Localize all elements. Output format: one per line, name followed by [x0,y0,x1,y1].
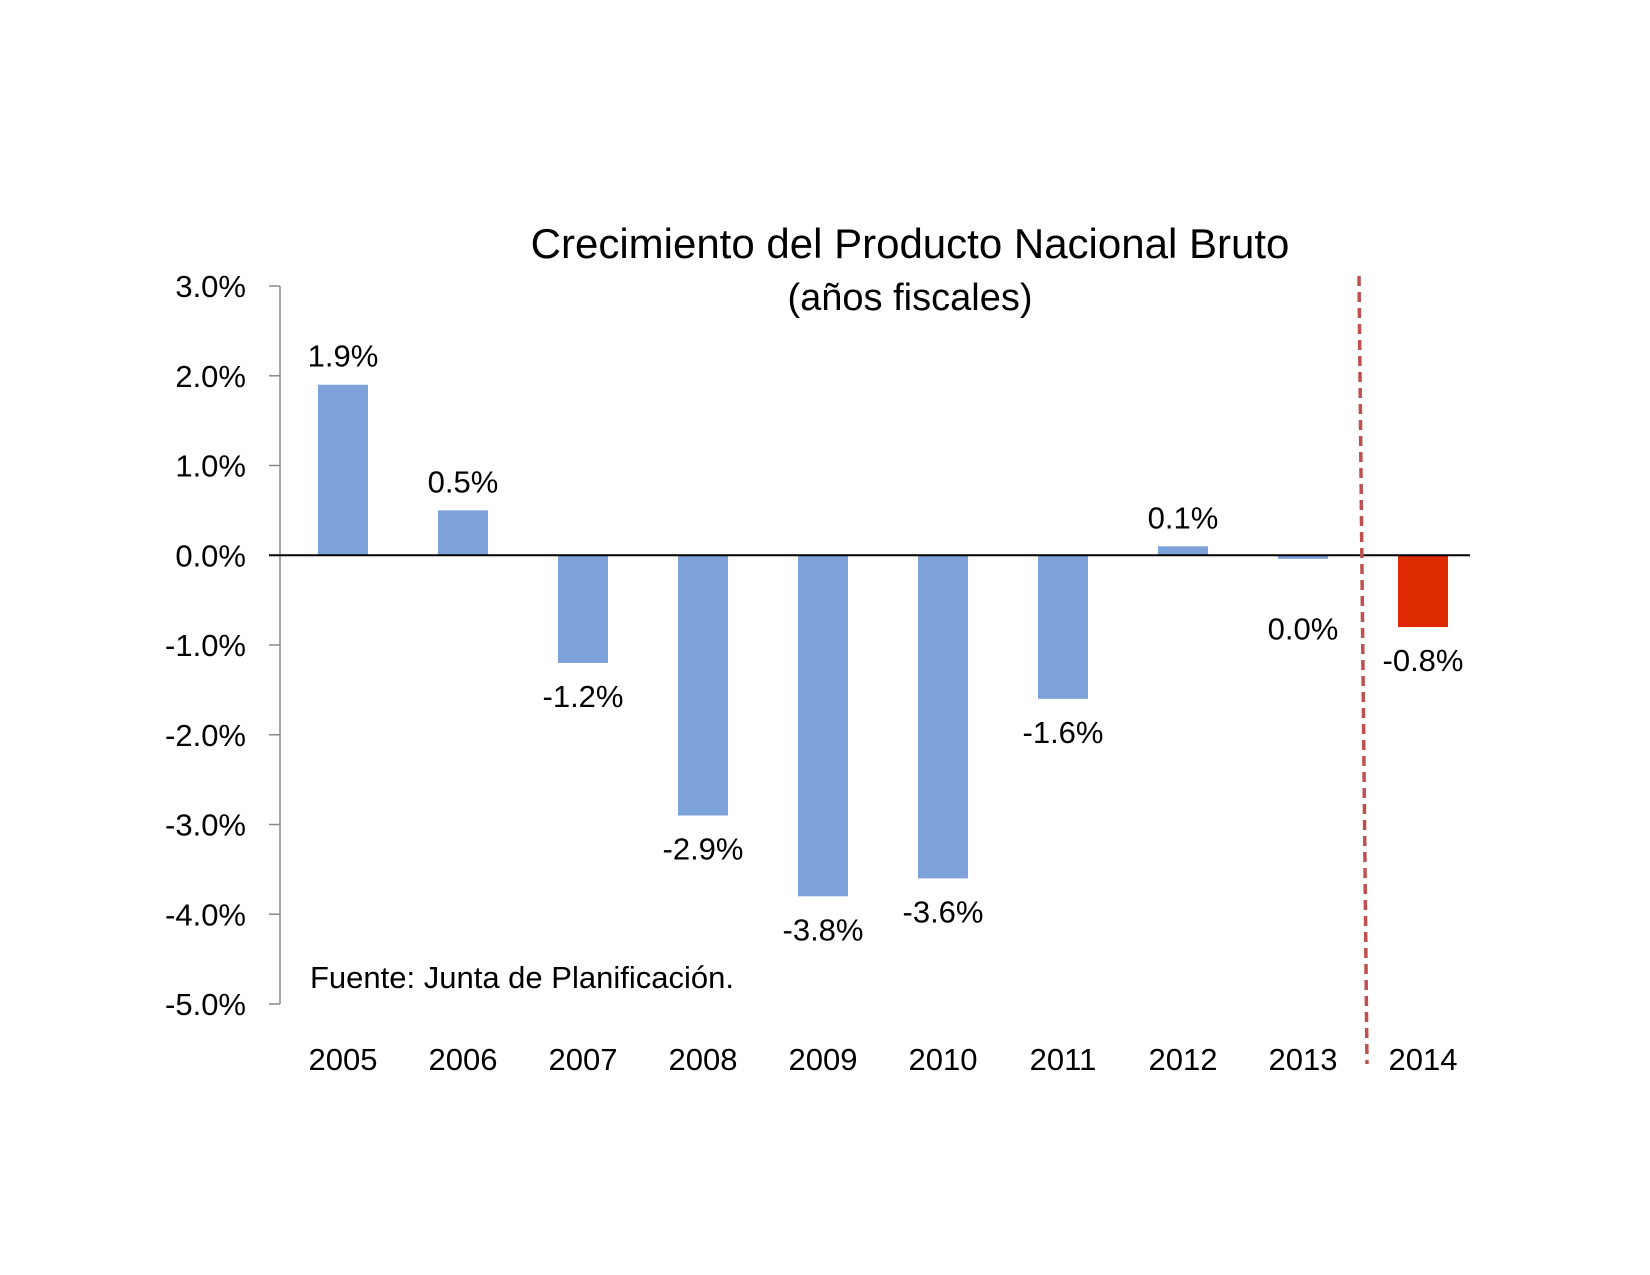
bar-2005 [318,384,368,556]
y-tick-label: 1.0% [175,449,246,484]
x-tick-label: 2005 [309,1042,378,1077]
x-tick-label: 2013 [1269,1042,1338,1077]
y-tick-label: -4.0% [165,897,246,932]
x-tick-label: 2007 [549,1042,618,1077]
data-labels: 1.9% 0.5% -1.2% -2.9% -3.8% -3.6% -1.6% 0.1% 0.0… [308,339,1464,948]
source-note: Fuente: Junta de Planificación. [310,960,734,995]
data-label-2008: -2.9% [663,832,744,867]
bar-2011 [1038,555,1088,699]
data-label-2012: 0.1% [1148,500,1219,535]
y-tick-label: 0.0% [175,538,246,573]
x-tick-label: 2009 [789,1042,858,1077]
forecast-divider-line [1357,275,1369,1065]
data-label-2007: -1.2% [543,679,624,714]
y-tick-label: 2.0% [175,359,246,394]
bar-2006 [438,510,488,556]
x-tick-label: 2008 [669,1042,738,1077]
bar-2009 [798,555,848,897]
chart-subtitle: (años fiscales) [788,277,1033,319]
bar-2010 [918,555,968,879]
data-label-2011: -1.6% [1023,715,1104,750]
y-tick-label: -3.0% [165,808,246,843]
chart-title: Crecimiento del Producto Nacional Bruto [531,220,1290,267]
bar-2012 [1158,546,1208,556]
x-axis-labels: 2005 2006 2007 2008 2009 2010 2011 2012 2013 2014 [309,1042,1458,1077]
bar-2008 [678,555,728,816]
y-tick-label: 3.0% [175,269,246,304]
data-label-2009: -3.8% [783,912,864,947]
data-label-2006: 0.5% [428,464,499,499]
y-tick-label: -1.0% [165,628,246,663]
data-label-2010: -3.6% [903,894,984,929]
x-tick-label: 2014 [1389,1042,1458,1077]
bar-2013 [1278,555,1328,559]
y-tick-label: -5.0% [165,987,246,1022]
bar-2014 [1398,555,1448,628]
data-label-2005: 1.9% [308,339,379,374]
data-label-2013: 0.0% [1268,611,1339,646]
bar-2007 [558,555,608,663]
y-axis: 3.0% 2.0% 1.0% 0.0% -1.0% -2.0% -3.0% -4.0% -5.0… [165,269,281,1022]
x-tick-label: 2011 [1030,1042,1097,1077]
bars [318,384,1448,897]
x-tick-label: 2012 [1149,1042,1218,1077]
y-tick-label: -2.0% [165,718,246,753]
x-tick-label: 2010 [909,1042,978,1077]
x-tick-label: 2006 [429,1042,498,1077]
data-label-2014: -0.8% [1383,643,1464,678]
